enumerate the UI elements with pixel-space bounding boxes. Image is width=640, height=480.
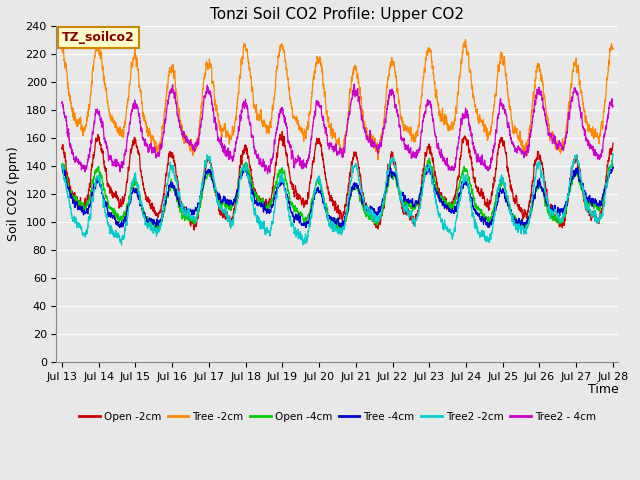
Text: TZ_soilco2: TZ_soilco2 bbox=[62, 31, 135, 44]
Legend: Open -2cm, Tree -2cm, Open -4cm, Tree -4cm, Tree2 -2cm, Tree2 - 4cm: Open -2cm, Tree -2cm, Open -4cm, Tree -4… bbox=[75, 408, 600, 426]
Title: Tonzi Soil CO2 Profile: Upper CO2: Tonzi Soil CO2 Profile: Upper CO2 bbox=[211, 7, 465, 22]
Y-axis label: Soil CO2 (ppm): Soil CO2 (ppm) bbox=[7, 146, 20, 241]
X-axis label: Time: Time bbox=[588, 383, 618, 396]
